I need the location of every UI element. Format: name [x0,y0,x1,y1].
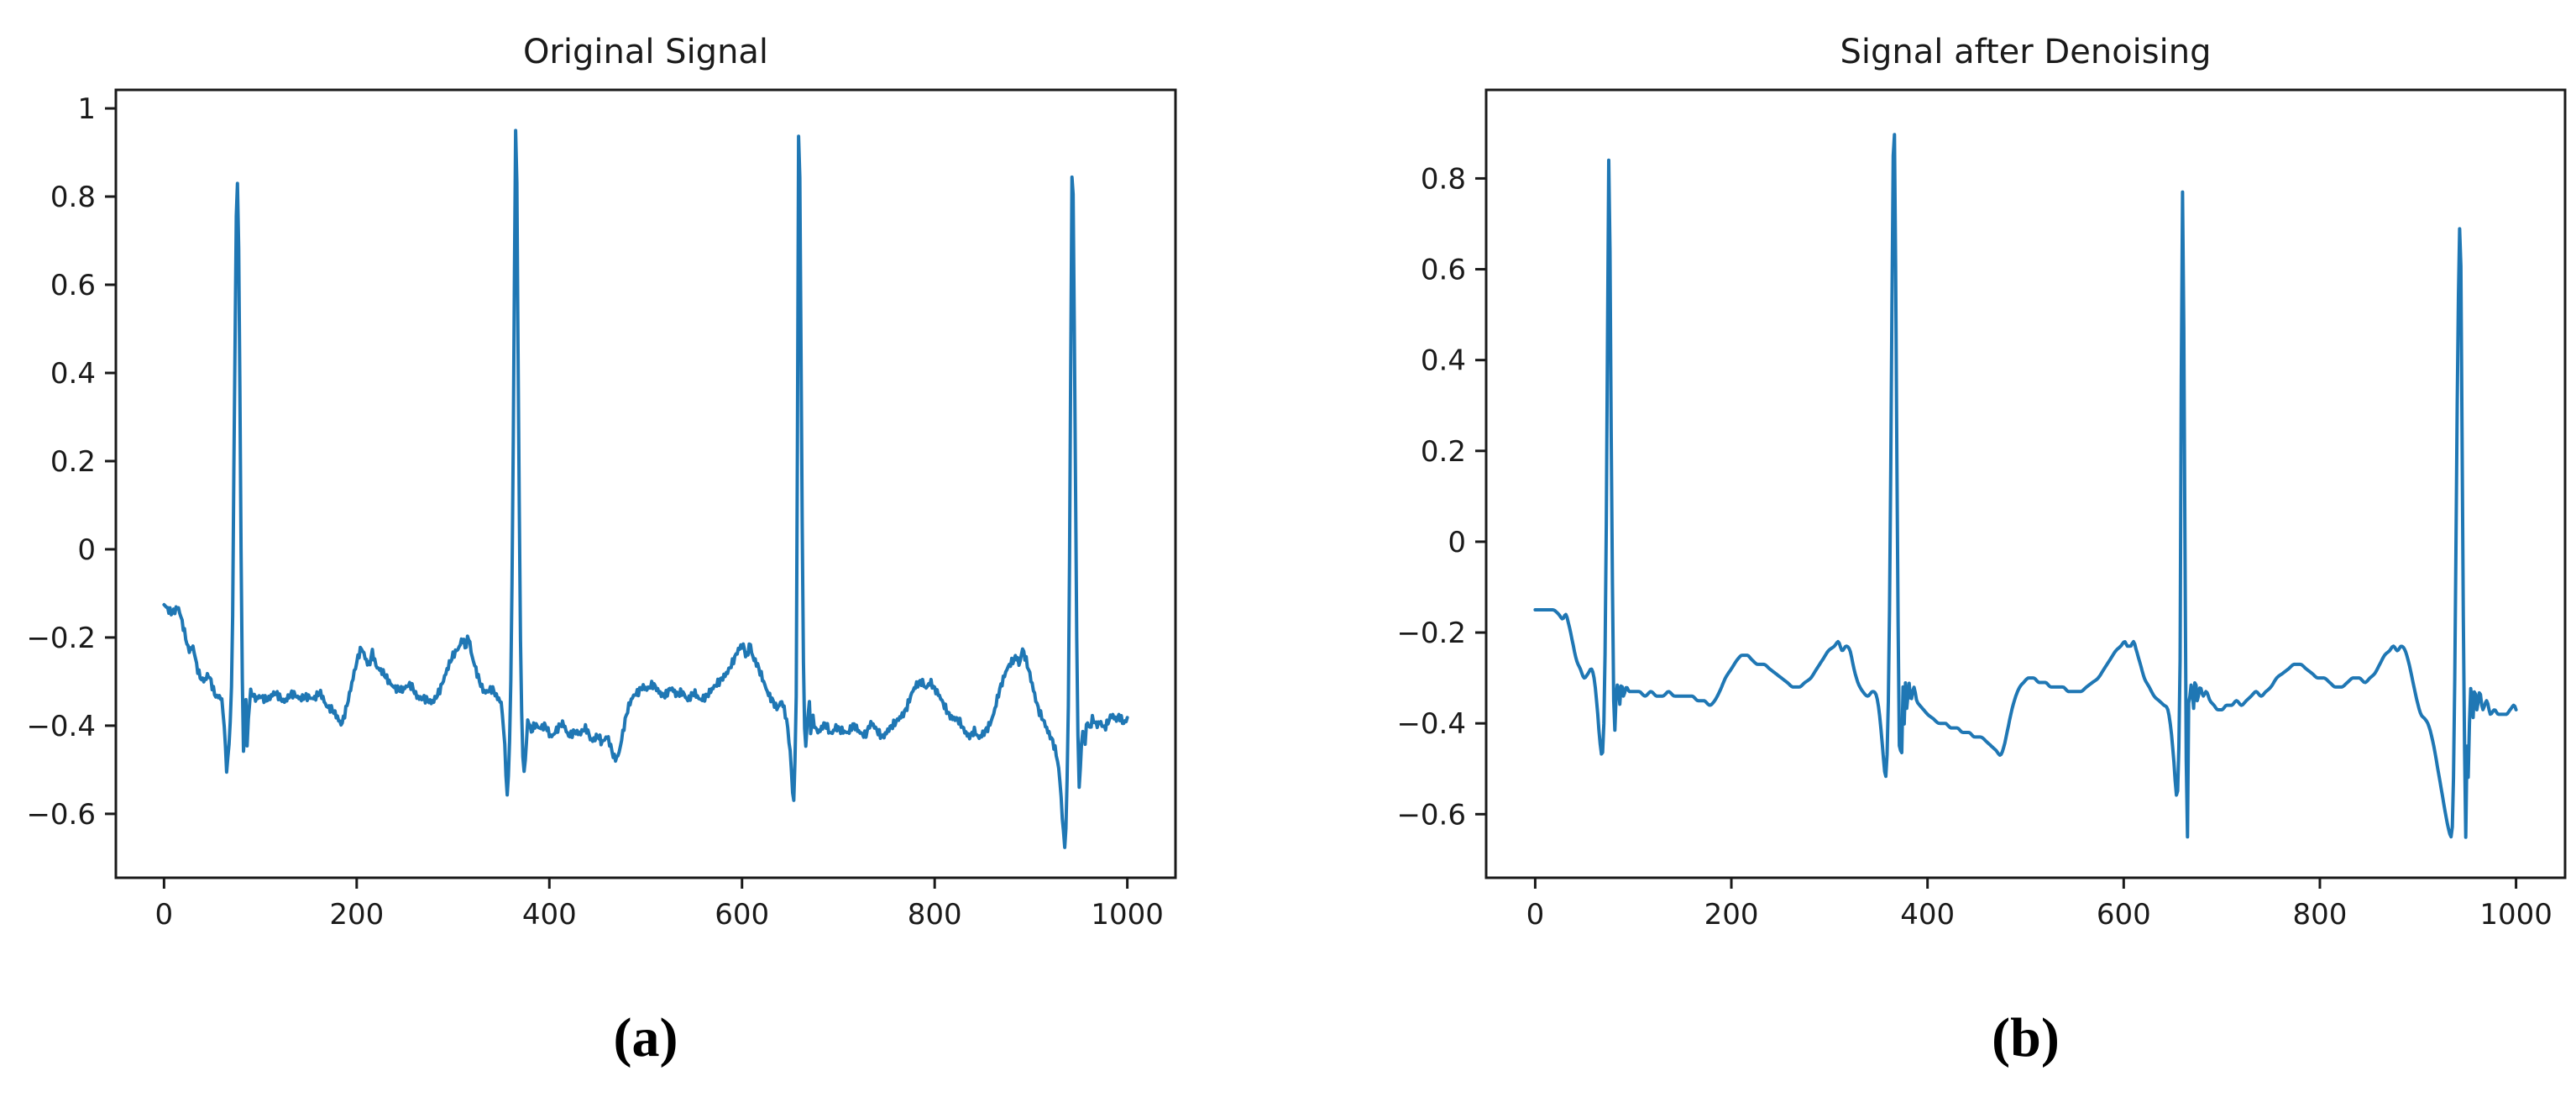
y-tick-label-a-3: 0.4 [50,357,96,391]
y-tick-label-a-8: −0.6 [26,798,96,832]
plot-b-title: Signal after Denoising [1840,33,2212,71]
plot-a-title: Original Signal [522,33,769,71]
y-tick-label-b-4: 0 [1448,526,1466,559]
x-tick-label-a-5: 1000 [1091,898,1164,932]
y-tick-label-b-6: −0.4 [1396,707,1466,741]
x-tick-label-a-3: 600 [715,898,769,932]
signal-line-a [162,129,1129,849]
y-tick-label-a-4: 0.2 [50,445,96,479]
y-tick-label-b-0: 0.8 [1421,162,1466,196]
axes-frame-b [1484,88,2567,879]
x-tick-label-a-0: 0 [155,898,174,932]
signal-line-b [1533,133,2518,839]
y-tick-label-b-5: −0.2 [1396,617,1466,650]
subfigure-a-label: (a) [613,1007,678,1068]
y-tick-label-b-2: 0.4 [1421,344,1466,378]
x-tick-label-a-1: 200 [329,898,384,932]
x-tick-label-b-0: 0 [1526,898,1545,932]
y-tick-label-b-3: 0.2 [1421,435,1466,469]
y-tick-label-a-1: 0.8 [50,181,96,214]
x-tick-label-b-1: 200 [1704,898,1759,932]
x-tick-label-b-5: 1000 [2479,898,2552,932]
y-tick-label-b-7: −0.6 [1396,798,1466,832]
x-tick-label-b-4: 800 [2293,898,2348,932]
x-tick-label-a-4: 800 [908,898,962,932]
y-tick-label-b-1: 0.6 [1421,254,1466,287]
subfigure-b-label: (b) [1992,1007,2060,1068]
y-tick-label-a-7: −0.4 [26,710,96,743]
x-tick-label-b-3: 600 [2097,898,2151,932]
axes-frame-a [114,88,1177,879]
y-tick-label-a-2: 0.6 [50,269,96,302]
y-tick-label-a-0: 1 [77,92,96,126]
x-tick-label-a-2: 400 [522,898,577,932]
y-tick-label-a-5: 0 [77,533,96,567]
y-tick-label-a-6: −0.2 [26,622,96,655]
x-tick-label-b-2: 400 [1900,898,1955,932]
